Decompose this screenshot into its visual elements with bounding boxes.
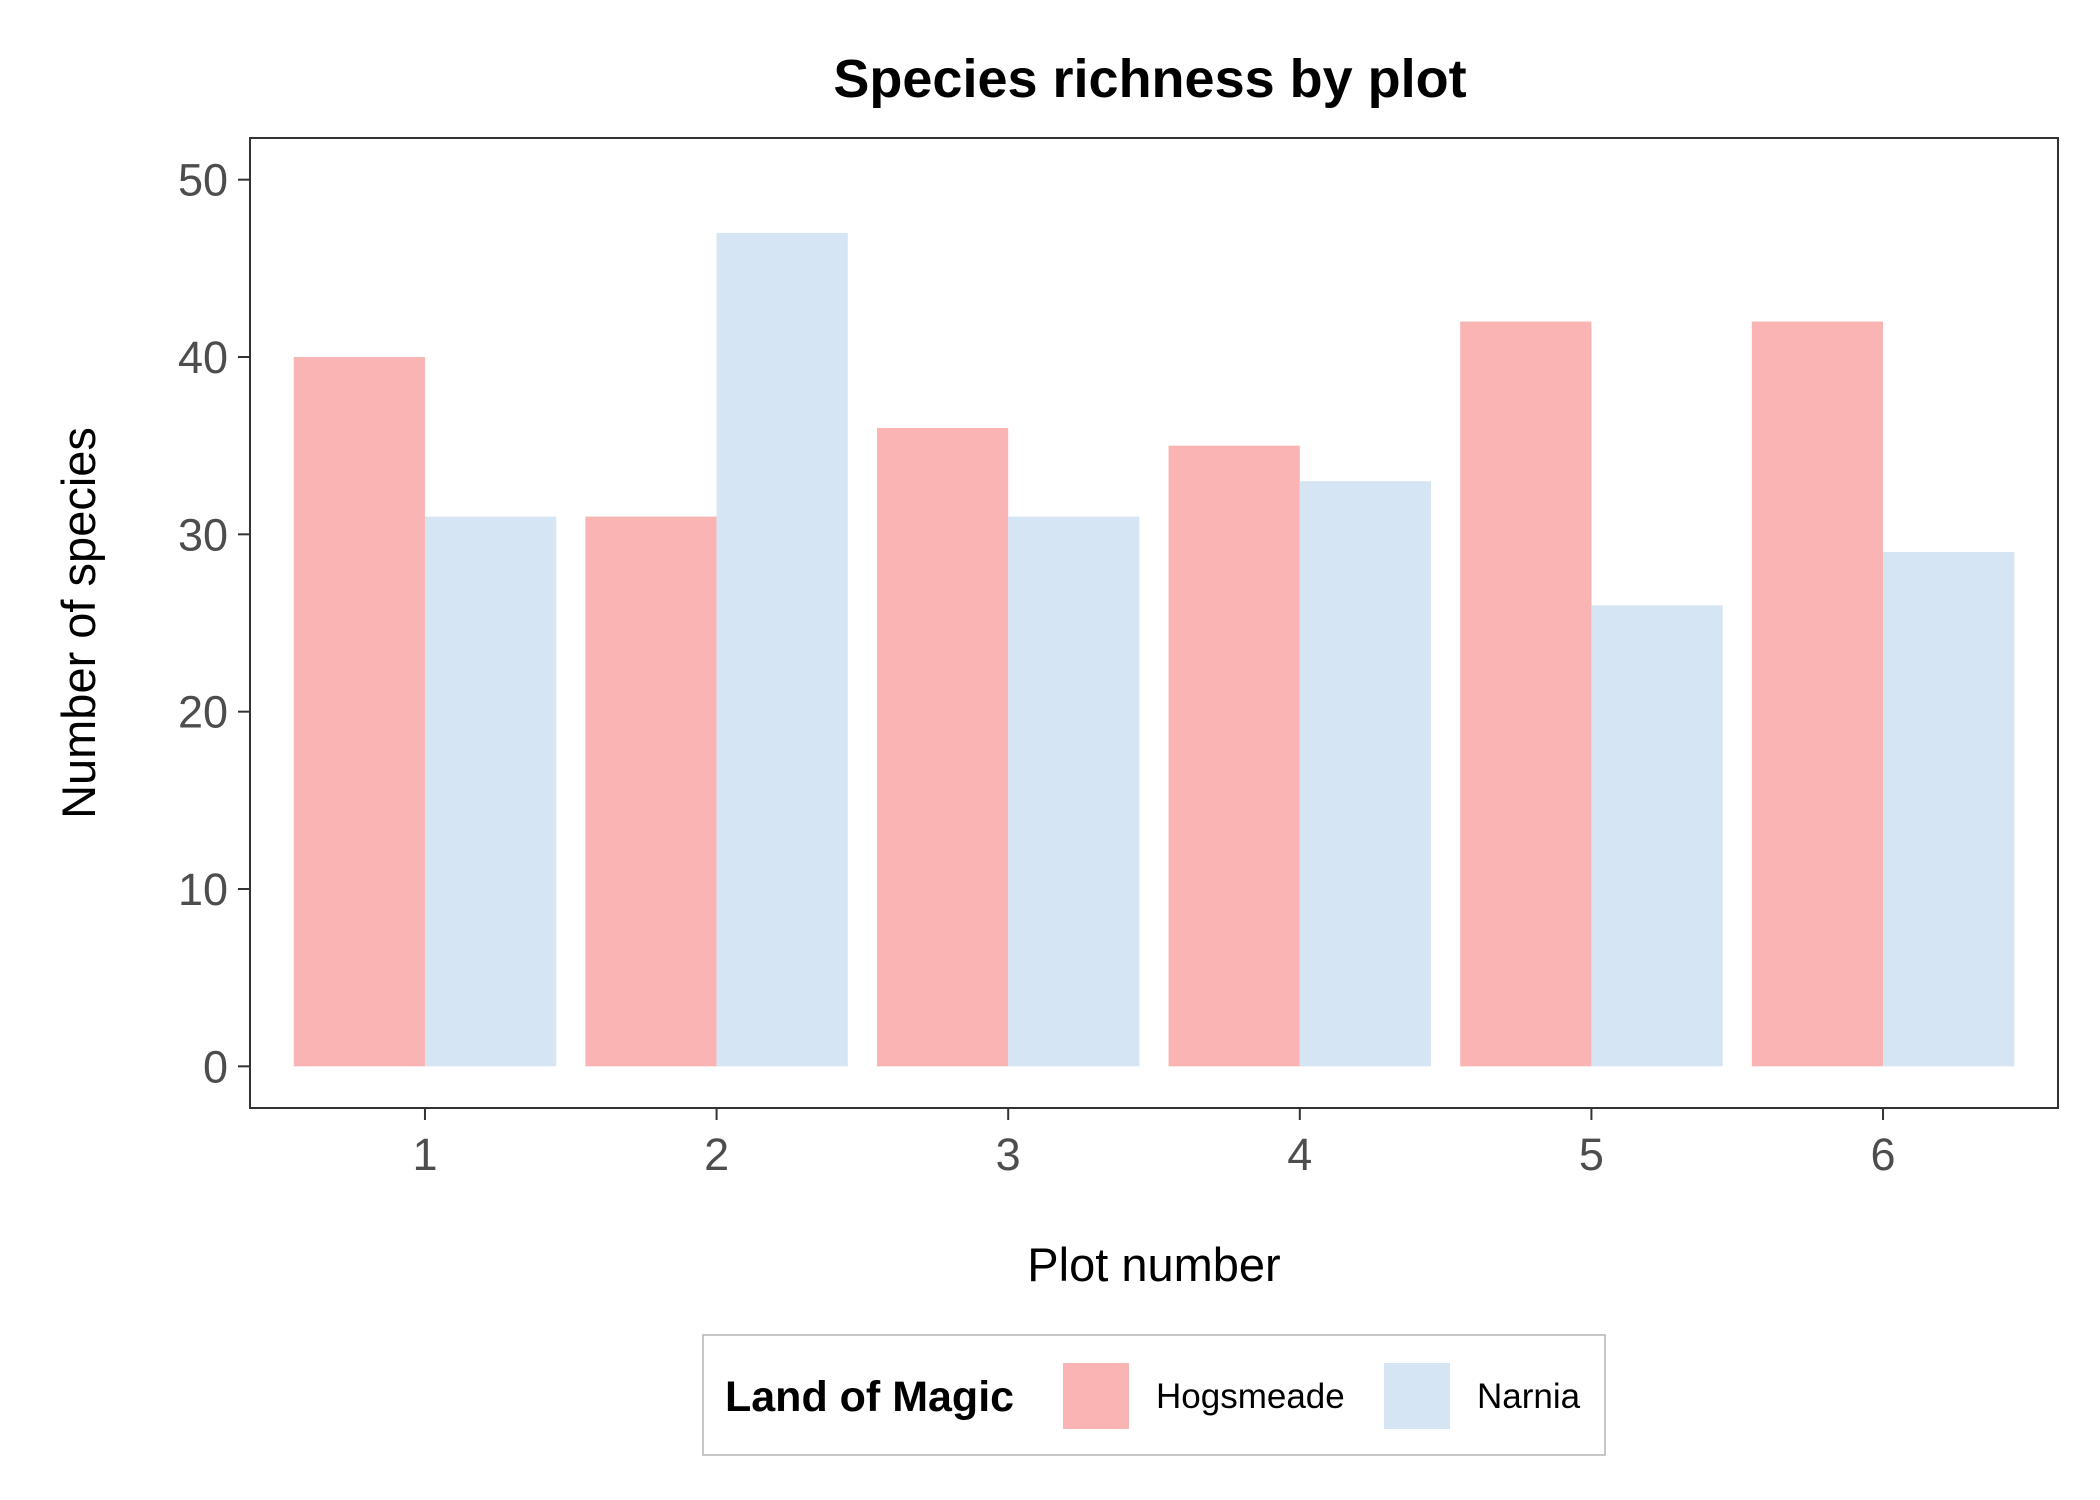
legend-items: Hogsmeade Narnia [1063, 1363, 1581, 1429]
y-tick-label: 0 [203, 1041, 228, 1092]
bar-narnia-plot-5 [1591, 605, 1723, 1067]
bar-hogsmeade-plot-3 [876, 427, 1009, 1067]
bar-hogsmeade-plot-5 [1460, 321, 1592, 1067]
legend-key-narnia [1384, 1363, 1450, 1429]
legend: Land of Magic Hogsmeade Narnia [702, 1334, 1606, 1456]
x-tick-label: 3 [996, 1129, 1021, 1180]
y-tick-label: 20 [178, 687, 228, 738]
bar-hogsmeade-plot-2 [585, 516, 717, 1067]
bar-hogsmeade-plot-1 [293, 357, 425, 1067]
y-tick-label: 30 [178, 509, 228, 560]
bar-narnia-plot-4 [1299, 481, 1432, 1067]
y-axis: 0 10 20 30 40 50 [178, 155, 250, 1092]
legend-label-hogsmeade: Hogsmeade [1156, 1377, 1345, 1416]
bar-narnia-plot-1 [424, 516, 557, 1067]
bar-hogsmeade-plot-6 [1751, 321, 1884, 1067]
bar-narnia-plot-6 [1883, 552, 2015, 1067]
y-tick-label: 40 [178, 332, 228, 383]
bar-narnia-plot-3 [1008, 516, 1140, 1067]
legend-key-hogsmeade [1063, 1363, 1129, 1429]
x-axis-title: Plot number [1027, 1238, 1280, 1291]
y-tick-label: 50 [178, 155, 228, 206]
x-axis: 1 2 3 4 5 6 [412, 1108, 1896, 1180]
bar-hogsmeade-plot-4 [1168, 445, 1300, 1067]
legend-label-narnia: Narnia [1477, 1377, 1581, 1416]
bars-layer [293, 232, 2015, 1067]
legend-title: Land of Magic [725, 1373, 1014, 1421]
x-tick-label: 2 [704, 1129, 729, 1180]
y-tick-label: 10 [178, 864, 228, 915]
plot-panel-border [249, 137, 2059, 1109]
legend-box [702, 1334, 1606, 1456]
y-axis-title: Number of species [52, 427, 105, 819]
x-tick-label: 1 [412, 1129, 437, 1180]
x-tick-label: 6 [1871, 1129, 1896, 1180]
x-tick-label: 5 [1579, 1129, 1604, 1180]
bar-narnia-plot-2 [716, 232, 848, 1067]
chart-title: Species richness by plot [833, 49, 1466, 109]
x-tick-label: 4 [1287, 1129, 1312, 1180]
